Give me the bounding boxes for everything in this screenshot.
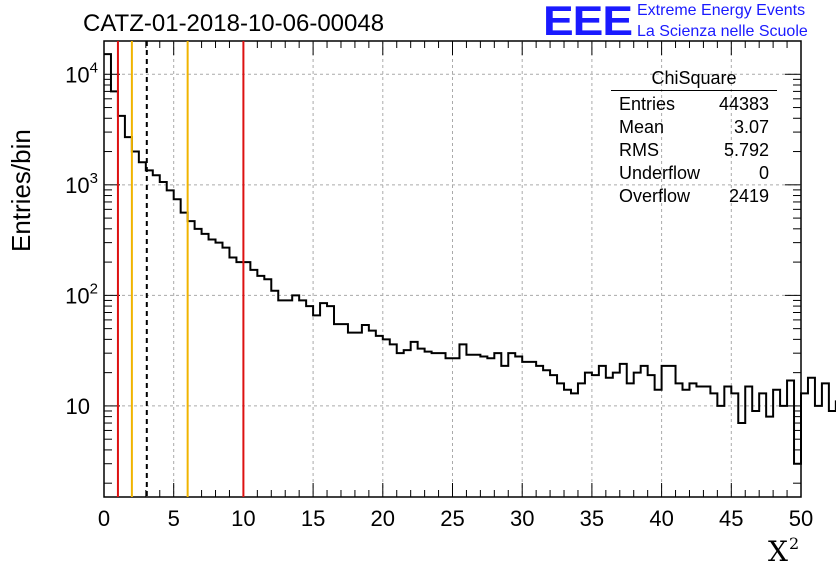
x-tick-label: 15 [301, 506, 325, 531]
logo-line-1: Extreme Energy Events [637, 2, 806, 19]
logo-line-2: La Scienza nelle Scuole [637, 23, 808, 40]
stats-row-underflow: Underflow 0 [611, 162, 777, 185]
stats-label: Underflow [619, 163, 701, 183]
x-tick-label: 35 [580, 506, 604, 531]
y-axis-label: Entries/bin [6, 129, 36, 252]
stats-value: 2419 [728, 186, 769, 206]
histogram-series [104, 53, 836, 465]
x-axis-label: X2 [768, 534, 799, 568]
x-tick-label: 0 [98, 506, 110, 531]
y-tick-label: 103 [65, 170, 98, 198]
stats-value: 0 [758, 163, 769, 183]
stats-label: Entries [619, 94, 676, 114]
stats-row-entries: Entries 44383 [611, 93, 777, 116]
y-tick-label: 102 [65, 280, 98, 308]
stats-row-overflow: Overflow 2419 [611, 185, 777, 208]
stats-value: 5.792 [723, 140, 769, 160]
y-tick-label: 104 [65, 59, 98, 87]
x-tick-label: 45 [719, 506, 743, 531]
stats-label: Overflow [619, 186, 691, 206]
x-tick-label: 25 [440, 506, 464, 531]
y-tick-label: 10 [66, 394, 90, 419]
chart-title: CATZ-01-2018-10-06-00048 [83, 10, 385, 37]
stats-row-mean: Mean 3.07 [611, 116, 777, 139]
stats-label: Mean [619, 117, 665, 137]
x-axis-label-superscript: 2 [788, 534, 800, 553]
x-tick-label: 5 [168, 506, 180, 531]
x-tick-label: 40 [649, 506, 673, 531]
stats-label: RMS [619, 140, 659, 160]
stats-row-rms: RMS 5.792 [611, 139, 777, 162]
x-tick-label: 30 [510, 506, 534, 531]
x-tick-label: 10 [231, 506, 255, 531]
stats-box: ChiSquare Entries 44383 Mean 3.07 RMS 5.… [611, 68, 777, 208]
x-tick-label: 20 [371, 506, 395, 531]
stats-title: ChiSquare [611, 68, 777, 91]
stats-value: 44383 [718, 94, 769, 114]
x-tick-label: 50 [789, 506, 813, 531]
stats-value: 3.07 [733, 117, 769, 137]
eee-logo: EEE [543, 0, 633, 45]
x-axis-label-base: X [768, 535, 788, 568]
